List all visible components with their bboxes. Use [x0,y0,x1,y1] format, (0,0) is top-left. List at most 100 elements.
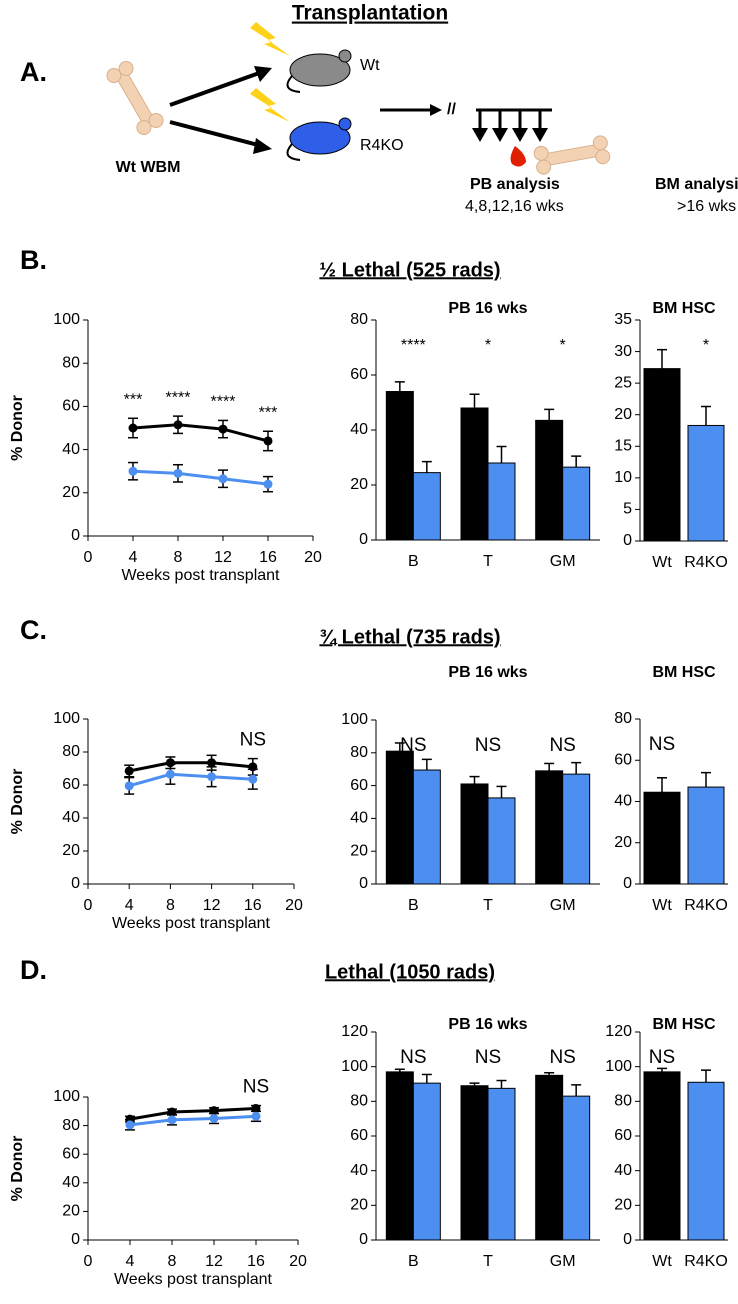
annotation: * [560,337,566,354]
arrow-head [430,104,442,116]
y-tick-label: 35 [614,311,632,328]
y-tick-label: 0 [359,531,368,548]
x-tick-label: 20 [289,1253,307,1270]
y-tick-label: 5 [623,501,632,518]
y-tick-label: 100 [341,711,368,728]
point [173,420,183,430]
panel-label: A. [20,57,47,87]
y-tick-label: 20 [614,1197,632,1214]
panel-label: D. [20,955,47,985]
x-tick-label: T [483,1253,493,1270]
x-tick-label: 4 [126,1253,135,1270]
y-tick-label: 40 [614,793,632,810]
x-tick-label: 8 [174,549,183,566]
y-tick-label: 80 [62,354,80,371]
point [263,436,273,446]
bar [643,368,681,542]
y-tick-label: 0 [71,875,80,892]
panel-title: Lethal (1050 rads) [325,961,495,983]
x-tick-label: T [483,897,493,914]
y-tick-label: 100 [53,1088,80,1105]
x-tick-label: GM [550,553,576,570]
series-line [132,469,269,486]
bar [487,1087,516,1241]
point [128,423,138,433]
y-tick-label: 80 [350,744,368,761]
y-tick-label: 10 [614,469,632,486]
bar [487,462,516,541]
y-tick-label: 20 [350,842,368,859]
y-tick-label: 40 [62,1174,80,1191]
point [207,758,217,768]
y-tick-label: 40 [350,1162,368,1179]
chart-title: BM HSC [652,1016,716,1033]
x-tick-label: Wt [652,897,672,914]
point [263,479,273,489]
annotation: * [485,337,491,354]
y-tick-label: 120 [605,1023,632,1040]
bar [643,791,681,885]
arrow-head [253,138,272,154]
y-tick-label: 60 [62,1145,80,1162]
y-tick-label: 20 [62,484,80,501]
sampling-comb [476,108,552,130]
x-tick-label: 4 [125,897,134,914]
x-tick-label: GM [550,897,576,914]
y-axis-label: % Donor [9,1136,26,1202]
y-tick-label: 0 [623,532,632,549]
x-tick-label: R4KO [684,897,728,914]
y-tick-label: 20 [62,842,80,859]
x-tick-label: 20 [304,549,322,566]
lightning-icon [250,88,290,122]
x-tick-label: 12 [214,549,232,566]
bar [535,1074,564,1241]
y-tick-label: 20 [62,1203,80,1220]
x-tick-label: T [483,553,493,570]
point [248,774,258,784]
y-tick-label: 120 [341,1023,368,1040]
x-tick-label: 8 [166,897,175,914]
mouse-icon [286,117,352,161]
chart-title: BM HSC [652,300,716,317]
recipient-label: R4KO [360,137,404,154]
x-tick-label: 4 [129,549,138,566]
series-line [129,1114,257,1127]
bar [412,1082,441,1241]
point [207,772,217,782]
arrow [169,70,263,107]
x-tick-label: 0 [84,549,93,566]
point [209,1113,219,1123]
x-tick-label: 20 [285,897,303,914]
point [125,1120,135,1130]
y-tick-label: 40 [350,421,368,438]
arrow-head [254,66,272,82]
y-tick-label: 0 [359,1231,368,1248]
y-tick-label: 0 [623,1231,632,1248]
x-tick-label: 12 [203,897,221,914]
x-tick-label: 16 [247,1253,265,1270]
y-tick-label: 60 [350,366,368,383]
y-tick-label: 80 [350,311,368,328]
y-tick-label: 60 [614,751,632,768]
schematic: Transplantation A. Wt WBM Wt R4KO // [20,2,738,216]
bar [385,750,414,885]
y-axis-label: % Donor [9,769,26,835]
bone-icon [533,135,611,175]
y-tick-label: 100 [53,311,80,328]
annotation: NS [649,1047,675,1068]
donor-label: Wt WBM [116,159,181,176]
y-tick-label: 100 [341,1058,368,1075]
annotation: NS [549,1047,575,1068]
x-tick-label: 12 [205,1253,223,1270]
annotation: NS [475,735,501,756]
annotation: * [703,337,709,354]
break-mark: // [447,101,456,118]
x-axis-label: Weeks post transplant [112,915,271,932]
bar [460,407,489,541]
panel-label: C. [20,615,47,645]
y-tick-label: 80 [614,710,632,727]
point [167,1115,177,1125]
bar [687,1081,725,1241]
bone-icon [106,61,164,135]
chart-title: PB 16 wks [448,1016,527,1033]
